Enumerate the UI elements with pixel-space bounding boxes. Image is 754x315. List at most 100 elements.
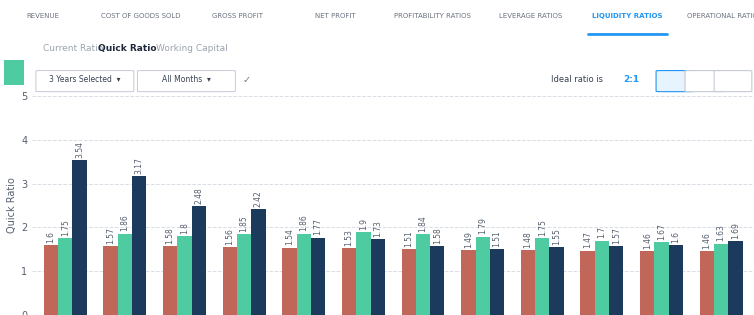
Bar bbox=[5, 60, 24, 85]
Text: NET PROFIT: NET PROFIT bbox=[315, 13, 356, 19]
Bar bbox=[728, 241, 743, 315]
Text: 2.42: 2.42 bbox=[254, 190, 263, 207]
Bar bbox=[72, 160, 87, 315]
Text: 1.56: 1.56 bbox=[225, 228, 234, 244]
Text: 2.48: 2.48 bbox=[195, 187, 204, 204]
Text: 1.69: 1.69 bbox=[731, 222, 740, 239]
Text: 1.6: 1.6 bbox=[671, 231, 680, 243]
Bar bbox=[535, 238, 550, 315]
Text: ✓: ✓ bbox=[242, 75, 250, 85]
Bar bbox=[714, 243, 728, 315]
Text: PROFITABILITY RATIOS: PROFITABILITY RATIOS bbox=[394, 13, 471, 19]
Text: Quick Ratio: Quick Ratio bbox=[97, 44, 156, 54]
Text: 1.46: 1.46 bbox=[703, 232, 711, 249]
FancyBboxPatch shape bbox=[36, 71, 133, 92]
Bar bbox=[5, 186, 24, 211]
FancyBboxPatch shape bbox=[714, 71, 752, 92]
Text: All Months  ▾: All Months ▾ bbox=[161, 75, 210, 84]
Text: REVENUE: REVENUE bbox=[26, 13, 60, 19]
Bar bbox=[654, 242, 669, 315]
Text: 2:1: 2:1 bbox=[624, 75, 639, 84]
Y-axis label: Quick Ratio: Quick Ratio bbox=[7, 178, 17, 233]
Text: 1.6: 1.6 bbox=[47, 231, 55, 243]
Bar bbox=[3, 3, 26, 22]
Text: 1.58: 1.58 bbox=[433, 227, 442, 243]
Bar bbox=[192, 206, 206, 315]
Text: 1.86: 1.86 bbox=[121, 215, 130, 232]
Bar bbox=[5, 13, 24, 38]
Text: 1.75: 1.75 bbox=[538, 219, 547, 236]
Bar bbox=[490, 249, 504, 315]
Text: 1.57: 1.57 bbox=[611, 227, 621, 244]
Bar bbox=[118, 233, 132, 315]
Bar bbox=[222, 247, 237, 315]
Bar bbox=[669, 245, 683, 315]
Bar bbox=[251, 209, 265, 315]
Text: 1.8: 1.8 bbox=[180, 222, 189, 234]
FancyBboxPatch shape bbox=[137, 71, 235, 92]
Text: 1.7: 1.7 bbox=[597, 226, 606, 238]
Bar bbox=[5, 145, 24, 170]
Bar bbox=[609, 246, 624, 315]
Bar bbox=[177, 236, 192, 315]
Text: LEVERAGE RATIOS: LEVERAGE RATIOS bbox=[498, 13, 562, 19]
Text: Current Ratio: Current Ratio bbox=[43, 44, 103, 54]
Text: 3 Years Selected  ▾: 3 Years Selected ▾ bbox=[49, 75, 120, 84]
Bar bbox=[370, 239, 385, 315]
Bar bbox=[356, 232, 370, 315]
Text: 1.79: 1.79 bbox=[478, 218, 487, 234]
Bar bbox=[103, 246, 118, 315]
Text: 1.51: 1.51 bbox=[492, 230, 501, 247]
Bar bbox=[311, 238, 325, 315]
Text: Working Capital: Working Capital bbox=[155, 44, 228, 54]
Bar bbox=[5, 104, 24, 129]
Bar bbox=[431, 246, 445, 315]
Text: 1.58: 1.58 bbox=[166, 227, 175, 243]
Bar bbox=[132, 176, 146, 315]
Text: 1.77: 1.77 bbox=[314, 218, 323, 235]
Text: 1.49: 1.49 bbox=[464, 231, 473, 248]
Bar bbox=[296, 233, 311, 315]
Text: 1.46: 1.46 bbox=[642, 232, 651, 249]
Bar bbox=[700, 251, 714, 315]
Text: 1.63: 1.63 bbox=[717, 225, 725, 241]
FancyBboxPatch shape bbox=[685, 71, 723, 92]
Text: 3.54: 3.54 bbox=[75, 141, 84, 158]
Bar bbox=[416, 234, 431, 315]
Bar bbox=[581, 251, 595, 315]
Bar bbox=[550, 247, 564, 315]
Text: 1.85: 1.85 bbox=[240, 215, 249, 232]
Bar bbox=[461, 250, 476, 315]
Bar bbox=[521, 250, 535, 315]
Bar bbox=[402, 249, 416, 315]
Text: 1.47: 1.47 bbox=[583, 232, 592, 249]
Text: 1.53: 1.53 bbox=[345, 229, 354, 246]
Bar bbox=[640, 251, 654, 315]
Text: 1.57: 1.57 bbox=[106, 227, 115, 244]
Bar bbox=[282, 248, 296, 315]
Bar bbox=[58, 238, 72, 315]
Text: 1.48: 1.48 bbox=[523, 231, 532, 248]
Bar bbox=[476, 237, 490, 315]
Text: 3.17: 3.17 bbox=[135, 157, 144, 174]
Text: LIQUIDITY RATIOS: LIQUIDITY RATIOS bbox=[593, 13, 663, 19]
Text: 1.54: 1.54 bbox=[285, 228, 294, 245]
Text: 1.75: 1.75 bbox=[61, 219, 69, 236]
Text: 1.55: 1.55 bbox=[552, 228, 561, 245]
Bar bbox=[237, 234, 251, 315]
Text: OPERATIONAL RATIOS: OPERATIONAL RATIOS bbox=[688, 13, 754, 19]
Bar bbox=[5, 233, 24, 258]
Text: 1.86: 1.86 bbox=[299, 215, 308, 232]
Text: GROSS PROFIT: GROSS PROFIT bbox=[213, 13, 263, 19]
Text: 1.84: 1.84 bbox=[418, 215, 428, 232]
Text: 1.9: 1.9 bbox=[359, 218, 368, 230]
Text: Ideal ratio is: Ideal ratio is bbox=[551, 75, 605, 84]
FancyBboxPatch shape bbox=[656, 71, 694, 92]
Text: 1.51: 1.51 bbox=[404, 230, 413, 247]
Bar bbox=[595, 241, 609, 315]
Bar bbox=[163, 246, 177, 315]
Text: 1.67: 1.67 bbox=[657, 223, 666, 240]
Text: 1.73: 1.73 bbox=[373, 220, 382, 237]
Text: COST OF GOODS SOLD: COST OF GOODS SOLD bbox=[101, 13, 180, 19]
Bar bbox=[342, 248, 356, 315]
